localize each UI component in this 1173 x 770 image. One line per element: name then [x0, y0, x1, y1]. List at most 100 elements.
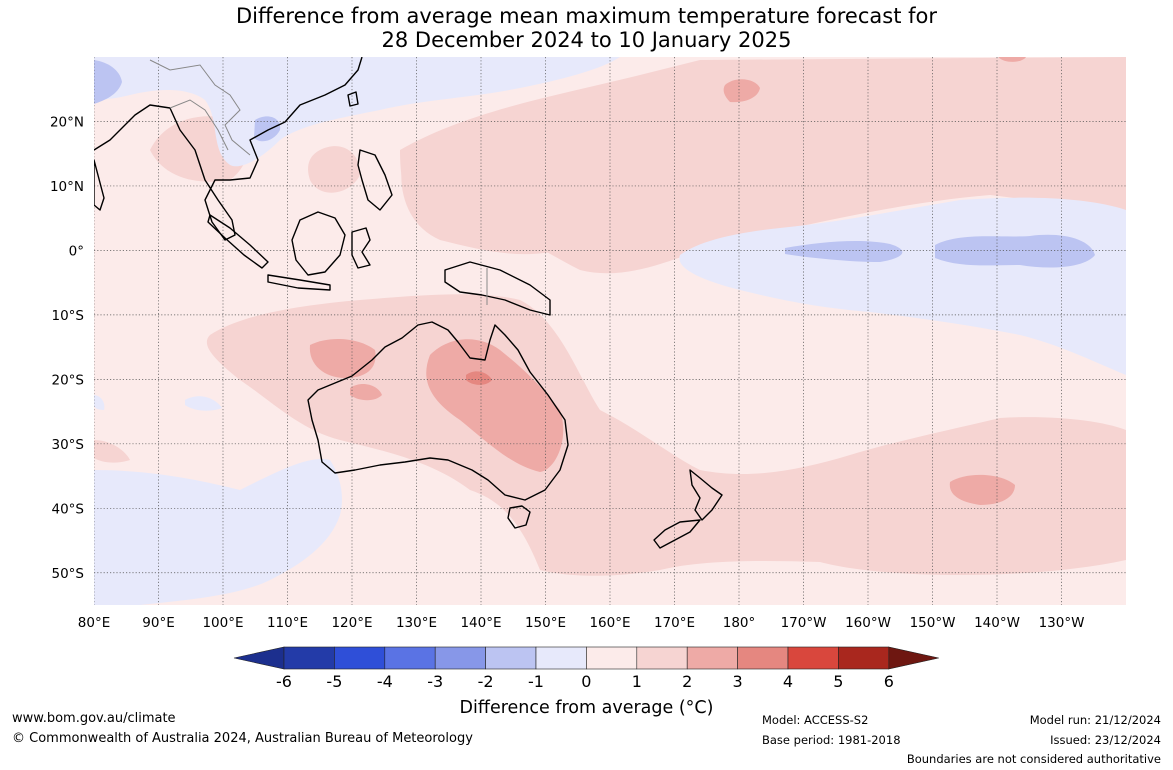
colorbar-bin	[283, 646, 335, 670]
footer-disclaimer: Boundaries are not considered authoritat…	[906, 752, 1161, 766]
anomaly-region-tasman-sea	[949, 474, 1015, 505]
colorbar-tick-label: -5	[326, 672, 342, 691]
anomaly-region-equatorial-band-west	[785, 241, 903, 262]
anomaly-minus2-to-minus1	[94, 60, 1095, 268]
anomaly-region-south-indian-ocean	[94, 459, 342, 605]
longitude-label: 180°	[723, 615, 756, 631]
anomaly-region-west-pacific	[401, 147, 568, 255]
anomaly-region-north-pacific-tip	[998, 57, 1026, 62]
colorbar-tick-label: -4	[377, 672, 393, 691]
longitude-label: 160°E	[589, 615, 630, 631]
colorbar-bin	[787, 646, 839, 670]
colorbar-tick-label: 6	[884, 672, 894, 691]
colorbar-tick-label: -6	[276, 672, 292, 691]
longitude-label: 100°E	[202, 615, 243, 631]
anomaly-region-indian-ocean-patch	[185, 396, 222, 411]
longitude-label: 80°E	[78, 615, 110, 631]
colorbar-bin	[686, 646, 738, 670]
latitude-label: 20°N	[50, 114, 84, 130]
colorbar-bin	[586, 646, 638, 670]
latitude-label: 50°S	[52, 566, 85, 582]
anomaly-2-to-3	[309, 57, 1026, 505]
longitude-labels: 80°E 90°E 100°E 110°E 120°E 130°E 140°E 150°E 16…	[78, 615, 1085, 631]
new-zealand-south-coastline	[653, 519, 701, 549]
map-area	[94, 57, 1126, 605]
latitude-label: 10°N	[50, 179, 84, 195]
anomaly-3-to-4-region	[466, 371, 492, 385]
footer-model: Model: ACCESS-S2	[762, 713, 869, 727]
longitude-label: 130°W	[1039, 615, 1085, 631]
asia-mainland-coastline	[94, 57, 363, 241]
sulawesi-coastline	[351, 227, 371, 269]
tasmania-coastline	[507, 505, 531, 529]
anomaly-region-north-pacific	[400, 57, 1126, 274]
longitude-label: 140°W	[974, 615, 1020, 631]
anomaly-region-philippines	[308, 146, 360, 193]
colorbar-tick-label: -2	[478, 672, 494, 691]
colorbar-title: Difference from average (°C)	[459, 698, 714, 718]
latitude-label: 10°S	[52, 308, 85, 324]
country-borders	[149, 59, 488, 305]
colorbar-labels: -6 -5 -4 -3 -2 -1 0 1 2 3 4 5 6	[276, 672, 894, 691]
longitude-label: 110°E	[267, 615, 308, 631]
colorbar-tick-label: 4	[783, 672, 793, 691]
colorbar-left-extension	[233, 646, 285, 670]
colorbar-tick-label: 2	[682, 672, 692, 691]
longitude-label: 120°E	[331, 615, 372, 631]
footer-base-period: Base period: 1981-2018	[762, 733, 901, 747]
footer-url: www.bom.gov.au/climate	[12, 711, 176, 726]
latitude-label: 30°S	[52, 437, 85, 453]
mainland-southeast-asia-borders	[149, 59, 251, 156]
longitude-label: 160°W	[845, 615, 891, 631]
anomaly-region-north-pacific-small	[723, 79, 760, 103]
philippines-coastline	[357, 149, 393, 211]
colorbar-bin	[737, 646, 789, 670]
new-zealand-north-coastline	[689, 469, 723, 521]
colorbar-bin	[636, 646, 688, 670]
colorbar	[233, 646, 939, 670]
sumatra-coastline	[207, 214, 269, 269]
footer-model-run: Model run: 21/12/2024	[1029, 713, 1161, 727]
borneo-coastline	[291, 211, 346, 276]
footer-copyright: © Commonwealth of Australia 2024, Austra…	[12, 731, 473, 746]
title-line-2: 28 December 2024 to 10 January 2025	[381, 28, 792, 52]
anomaly-region-indochina	[94, 57, 620, 167]
latitude-label: 40°S	[52, 501, 85, 517]
taiwan-coastline	[347, 91, 359, 107]
latitude-label: 20°S	[52, 372, 85, 388]
title-line-1: Difference from average mean maximum tem…	[236, 4, 937, 28]
colorbar-tick-label: 1	[632, 672, 642, 691]
india-coastline	[94, 159, 105, 211]
anomaly-region-gulf-of-tonkin	[254, 116, 281, 142]
anomaly-region-central-australia	[426, 339, 564, 472]
longitude-label: 170°E	[654, 615, 695, 631]
anomaly-region-indian-ocean-edge	[94, 395, 105, 410]
colorbar-bin	[838, 646, 890, 670]
anomaly-region-northwest-australia	[309, 338, 376, 378]
australia-coastline	[307, 321, 569, 501]
longitude-label: 150°W	[910, 615, 956, 631]
colorbar-bin	[434, 646, 486, 670]
java-coastline	[267, 274, 331, 291]
colorbar-tick-label: 3	[733, 672, 743, 691]
colorbar-bin	[384, 646, 436, 670]
anomaly-region-southwest	[94, 440, 130, 463]
new-guinea-coastline	[444, 261, 551, 316]
colorbar-right-extension	[888, 646, 939, 670]
latitude-labels: 20°N 10°N 0° 10°S 20°S 30°S 40°S 50°S	[50, 114, 84, 581]
colorbar-bin	[334, 646, 386, 670]
latitude-label: 0°	[69, 243, 84, 259]
colorbar-tick-label: -3	[427, 672, 443, 691]
colorbar-tick-label: 5	[833, 672, 843, 691]
colorbar-tick-label: 0	[581, 672, 591, 691]
coastlines	[94, 57, 723, 549]
longitude-label: 90°E	[142, 615, 174, 631]
footer-issued: Issued: 23/12/2024	[1050, 733, 1161, 747]
anomaly-region-bay-of-bengal	[94, 60, 122, 104]
chart-title: Difference from average mean maximum tem…	[0, 4, 1173, 52]
anomaly-region-western-australia	[350, 384, 382, 401]
colorbar-tick-label: -1	[528, 672, 544, 691]
longitude-label: 150°E	[525, 615, 566, 631]
longitude-label: 170°W	[781, 615, 827, 631]
